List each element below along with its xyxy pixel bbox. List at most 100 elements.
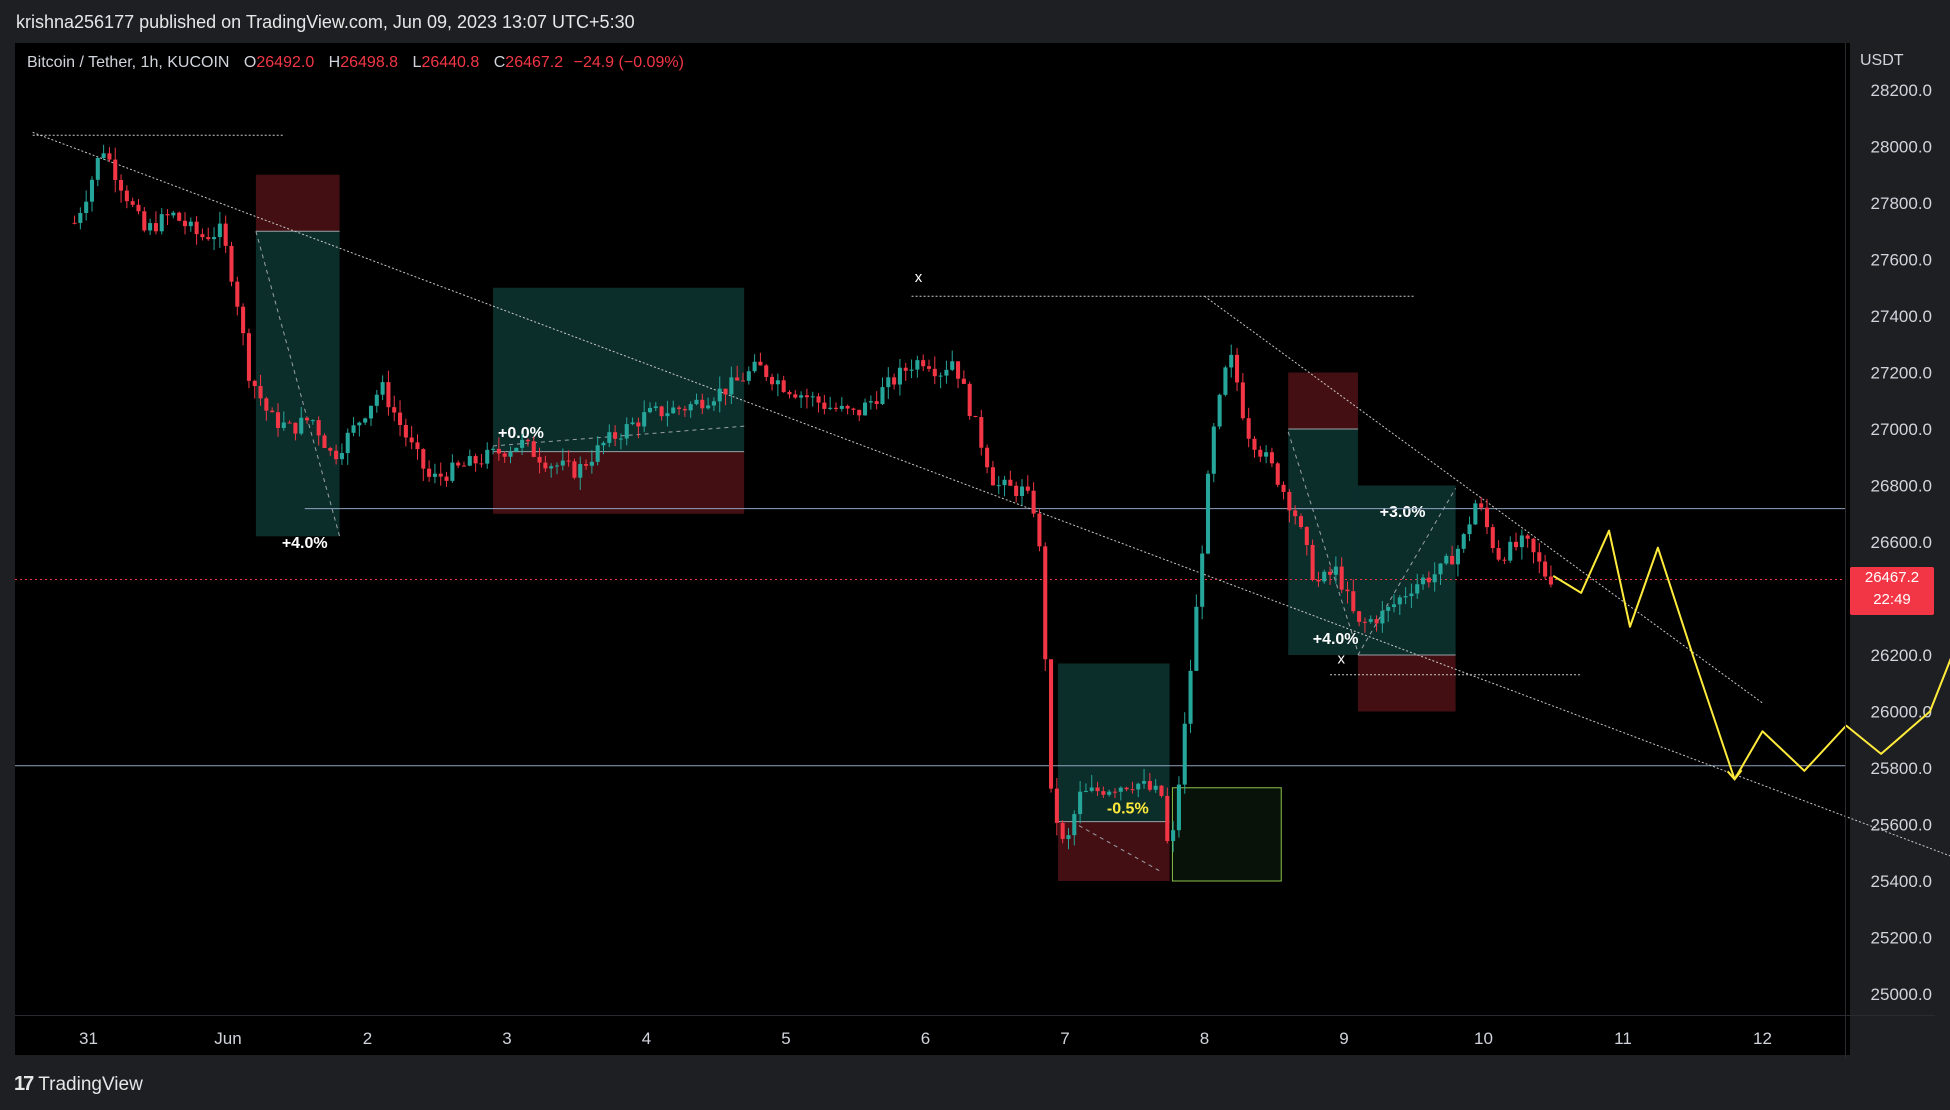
- candle-body[interactable]: [421, 449, 426, 469]
- candle-body[interactable]: [845, 405, 850, 409]
- candle-body[interactable]: [1275, 463, 1280, 485]
- candle-body[interactable]: [740, 380, 746, 382]
- candle-body[interactable]: [1182, 723, 1187, 785]
- candle-body[interactable]: [113, 159, 118, 181]
- candle-body[interactable]: [1112, 791, 1118, 793]
- candle-body[interactable]: [194, 221, 199, 235]
- candle-body[interactable]: [1310, 544, 1315, 580]
- candle-body[interactable]: [1496, 548, 1501, 560]
- candle-body[interactable]: [874, 401, 879, 404]
- candle-body[interactable]: [938, 375, 943, 377]
- candle-body[interactable]: [409, 437, 414, 443]
- candle-body[interactable]: [95, 157, 100, 180]
- candle-body[interactable]: [863, 402, 868, 416]
- candle-body[interactable]: [200, 234, 205, 238]
- candle-body[interactable]: [1461, 534, 1466, 549]
- candle-body[interactable]: [839, 405, 844, 409]
- candle-body[interactable]: [996, 485, 1001, 487]
- candle-body[interactable]: [816, 396, 821, 403]
- candle-body[interactable]: [246, 333, 251, 381]
- candle-body[interactable]: [1484, 507, 1490, 528]
- candle-body[interactable]: [1421, 577, 1426, 585]
- candle-body[interactable]: [252, 380, 257, 387]
- candle-body[interactable]: [107, 153, 112, 160]
- candle-body[interactable]: [206, 237, 211, 240]
- candle-body[interactable]: [496, 448, 501, 454]
- candle-body[interactable]: [624, 424, 629, 439]
- candle-body[interactable]: [479, 463, 484, 465]
- symbol-name[interactable]: Bitcoin / Tether, 1h, KUCOIN: [27, 54, 230, 71]
- candle-body[interactable]: [177, 212, 182, 221]
- candle-body[interactable]: [781, 380, 786, 392]
- candle-body[interactable]: [345, 432, 350, 454]
- candle-body[interactable]: [491, 448, 496, 450]
- candle-body[interactable]: [1153, 785, 1158, 790]
- candle-body[interactable]: [537, 456, 542, 463]
- candle-body[interactable]: [310, 420, 315, 422]
- trend-line-main[interactable]: [32, 131, 1950, 864]
- candle-body[interactable]: [735, 377, 740, 381]
- candle-body[interactable]: [880, 387, 885, 404]
- candle-body[interactable]: [316, 420, 321, 436]
- candle-body[interactable]: [1374, 619, 1379, 624]
- candle-body[interactable]: [804, 395, 809, 398]
- candle-body[interactable]: [886, 377, 891, 388]
- candle-body[interactable]: [136, 204, 141, 212]
- candle-body[interactable]: [671, 407, 676, 414]
- candle-body[interactable]: [212, 237, 217, 240]
- candle-body[interactable]: [1200, 553, 1205, 607]
- candle-body[interactable]: [1537, 552, 1542, 562]
- candle-body[interactable]: [84, 201, 89, 213]
- candle-body[interactable]: [1304, 527, 1309, 545]
- candle-body[interactable]: [601, 442, 606, 446]
- candle-body[interactable]: [1264, 452, 1269, 457]
- candle-body[interactable]: [764, 365, 769, 377]
- candle-body[interactable]: [281, 422, 286, 428]
- candle-body[interactable]: [810, 396, 815, 398]
- candle-body[interactable]: [1316, 579, 1321, 582]
- chart-area[interactable]: [15, 43, 1850, 1055]
- candle-body[interactable]: [1101, 791, 1106, 795]
- candle-body[interactable]: [799, 395, 804, 398]
- candle-body[interactable]: [1298, 516, 1304, 528]
- candle-body[interactable]: [729, 377, 734, 395]
- candle-body[interactable]: [956, 361, 961, 379]
- candle-body[interactable]: [392, 407, 397, 413]
- candle-body[interactable]: [1426, 577, 1431, 583]
- price-axis-unit[interactable]: USDT: [1860, 52, 1904, 69]
- candle-body[interactable]: [1368, 619, 1373, 622]
- candle-body[interactable]: [1467, 524, 1472, 535]
- tradingview-logo[interactable]: 17 TradingView: [14, 1073, 143, 1096]
- candle-body[interactable]: [1409, 593, 1414, 597]
- candle-body[interactable]: [944, 369, 949, 376]
- candle-body[interactable]: [897, 367, 902, 385]
- candle-body[interactable]: [543, 462, 548, 469]
- candle-body[interactable]: [822, 402, 827, 409]
- candle-body[interactable]: [188, 221, 193, 227]
- candle-body[interactable]: [1054, 788, 1059, 823]
- candle-body[interactable]: [1287, 491, 1292, 511]
- candle-body[interactable]: [1083, 790, 1088, 792]
- candle-body[interactable]: [926, 366, 932, 369]
- candle-body[interactable]: [368, 405, 374, 419]
- candle-body[interactable]: [1043, 546, 1048, 660]
- candle-body[interactable]: [950, 361, 955, 370]
- candle-body[interactable]: [613, 432, 618, 439]
- candle-body[interactable]: [235, 281, 240, 307]
- candle-body[interactable]: [1147, 781, 1152, 790]
- candle-body[interactable]: [275, 412, 281, 428]
- candle-body[interactable]: [1205, 473, 1211, 554]
- candle-body[interactable]: [758, 361, 763, 366]
- candle-body[interactable]: [531, 441, 536, 457]
- candle-body[interactable]: [723, 388, 728, 395]
- candle-body[interactable]: [961, 378, 966, 384]
- candle-body[interactable]: [287, 422, 292, 424]
- candle-body[interactable]: [357, 422, 362, 426]
- candle-body[interactable]: [595, 445, 600, 462]
- candle-body[interactable]: [711, 401, 716, 406]
- candle-body[interactable]: [1176, 784, 1181, 831]
- candle-body[interactable]: [415, 442, 420, 450]
- candle-body[interactable]: [1252, 438, 1257, 450]
- candle-body[interactable]: [1159, 785, 1164, 796]
